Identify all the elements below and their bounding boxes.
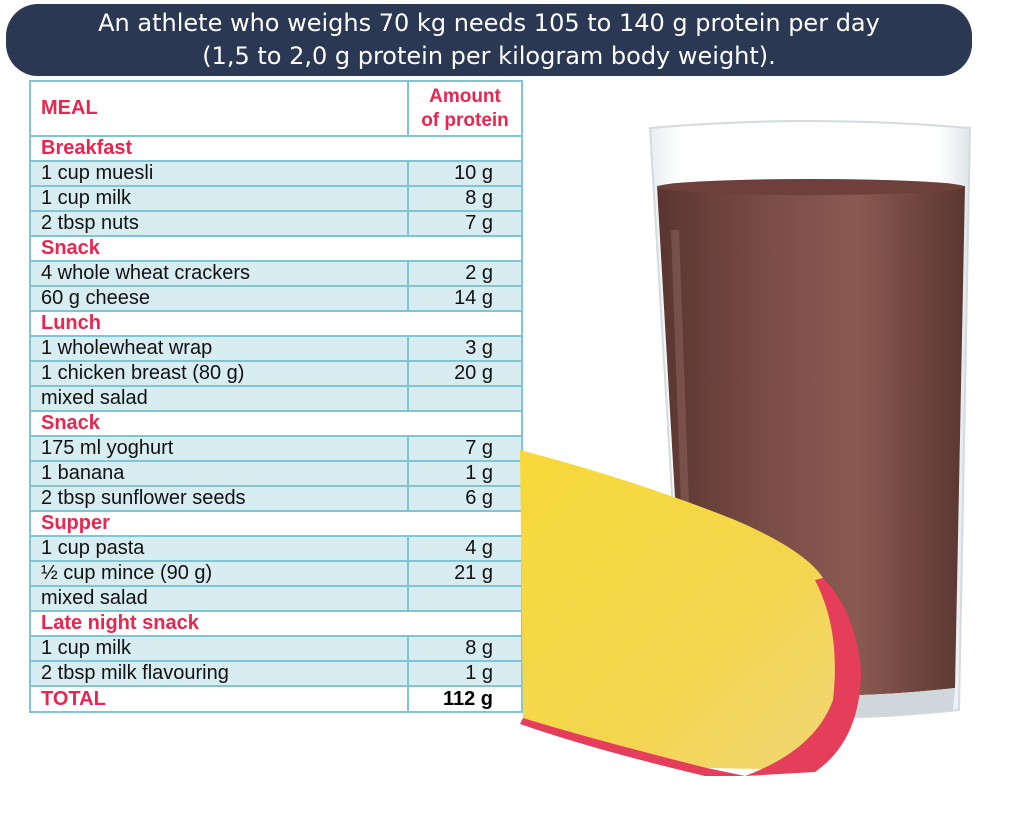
table-row: ½ cup mince (90 g) 21 g — [29, 560, 523, 587]
table-row: 175 ml yoghurt 7 g — [29, 435, 523, 462]
section-row: Breakfast — [29, 135, 523, 162]
table-row: 1 cup pasta 4 g — [29, 535, 523, 562]
table-row: 1 chicken breast (80 g) 20 g — [29, 360, 523, 387]
protein-amount-cell: 10 g — [407, 160, 523, 187]
section-heading: Snack — [29, 410, 523, 437]
table-row: 1 cup milk 8 g — [29, 635, 523, 662]
section-heading: Supper — [29, 510, 523, 537]
title-banner: An athlete who weighs 70 kg needs 105 to… — [6, 4, 972, 76]
table-row: 4 whole wheat crackers 2 g — [29, 260, 523, 287]
section-row: Snack — [29, 410, 523, 437]
protein-amount-cell: 3 g — [407, 335, 523, 362]
section-row: Late night snack — [29, 610, 523, 637]
food-cell: 2 tbsp sunflower seeds — [29, 485, 409, 512]
total-label: TOTAL — [29, 685, 409, 713]
food-cell: 1 banana — [29, 460, 409, 487]
total-row: TOTAL 112 g — [29, 685, 523, 713]
protein-amount-cell: 8 g — [407, 185, 523, 212]
table-row: 2 tbsp milk flavouring 1 g — [29, 660, 523, 687]
protein-amount-cell: 1 g — [407, 460, 523, 487]
section-heading: Breakfast — [29, 135, 523, 162]
section-heading: Late night snack — [29, 610, 523, 637]
food-cell: 1 wholewheat wrap — [29, 335, 409, 362]
food-cell: 1 cup muesli — [29, 160, 409, 187]
food-cell: 175 ml yoghurt — [29, 435, 409, 462]
protein-amount-cell — [407, 385, 523, 412]
protein-amount-cell: 20 g — [407, 360, 523, 387]
table-row: 1 cup milk 8 g — [29, 185, 523, 212]
milkshake-cheese-photo — [520, 120, 972, 776]
cheese-wedge — [520, 450, 861, 776]
food-cell: 1 chicken breast (80 g) — [29, 360, 409, 387]
food-cell: 1 cup milk — [29, 635, 409, 662]
table-header-row: MEAL Amount of protein — [29, 80, 523, 137]
table-row: 1 banana 1 g — [29, 460, 523, 487]
protein-amount-cell — [407, 585, 523, 612]
table-row: 2 tbsp sunflower seeds 6 g — [29, 485, 523, 512]
table-row: 1 cup muesli 10 g — [29, 160, 523, 187]
protein-amount-cell: 8 g — [407, 635, 523, 662]
protein-amount-cell: 21 g — [407, 560, 523, 587]
protein-amount-cell: 7 g — [407, 435, 523, 462]
table-row: mixed salad — [29, 385, 523, 412]
section-heading: Lunch — [29, 310, 523, 337]
protein-amount-cell: 14 g — [407, 285, 523, 312]
protein-amount-cell: 4 g — [407, 535, 523, 562]
section-row: Snack — [29, 235, 523, 262]
table-row: 60 g cheese 14 g — [29, 285, 523, 312]
table-row: 1 wholewheat wrap 3 g — [29, 335, 523, 362]
title-line-2: (1,5 to 2,0 g protein per kilogram body … — [202, 42, 776, 70]
food-cell: 60 g cheese — [29, 285, 409, 312]
section-row: Lunch — [29, 310, 523, 337]
food-cell: 2 tbsp nuts — [29, 210, 409, 237]
protein-table: MEAL Amount of protein Breakfast 1 cup mu… — [29, 80, 523, 713]
food-cell: mixed salad — [29, 385, 409, 412]
section-row: Supper — [29, 510, 523, 537]
protein-amount-cell: 7 g — [407, 210, 523, 237]
protein-amount-cell: 2 g — [407, 260, 523, 287]
total-amount: 112 g — [407, 685, 523, 713]
food-cell: 4 whole wheat crackers — [29, 260, 409, 287]
food-cell: 1 cup pasta — [29, 535, 409, 562]
meal-header: MEAL — [29, 80, 409, 137]
table-row: 2 tbsp nuts 7 g — [29, 210, 523, 237]
protein-amount-cell: 6 g — [407, 485, 523, 512]
protein-amount-cell: 1 g — [407, 660, 523, 687]
food-cell: 1 cup milk — [29, 185, 409, 212]
food-cell: ½ cup mince (90 g) — [29, 560, 409, 587]
amount-header: Amount of protein — [407, 80, 523, 137]
food-cell: 2 tbsp milk flavouring — [29, 660, 409, 687]
title-line-1: An athlete who weighs 70 kg needs 105 to… — [98, 9, 880, 37]
food-cell: mixed salad — [29, 585, 409, 612]
amount-header-line-1: Amount — [429, 85, 501, 107]
table-row: mixed salad — [29, 585, 523, 612]
section-heading: Snack — [29, 235, 523, 262]
amount-header-line-2: of protein — [421, 109, 509, 131]
